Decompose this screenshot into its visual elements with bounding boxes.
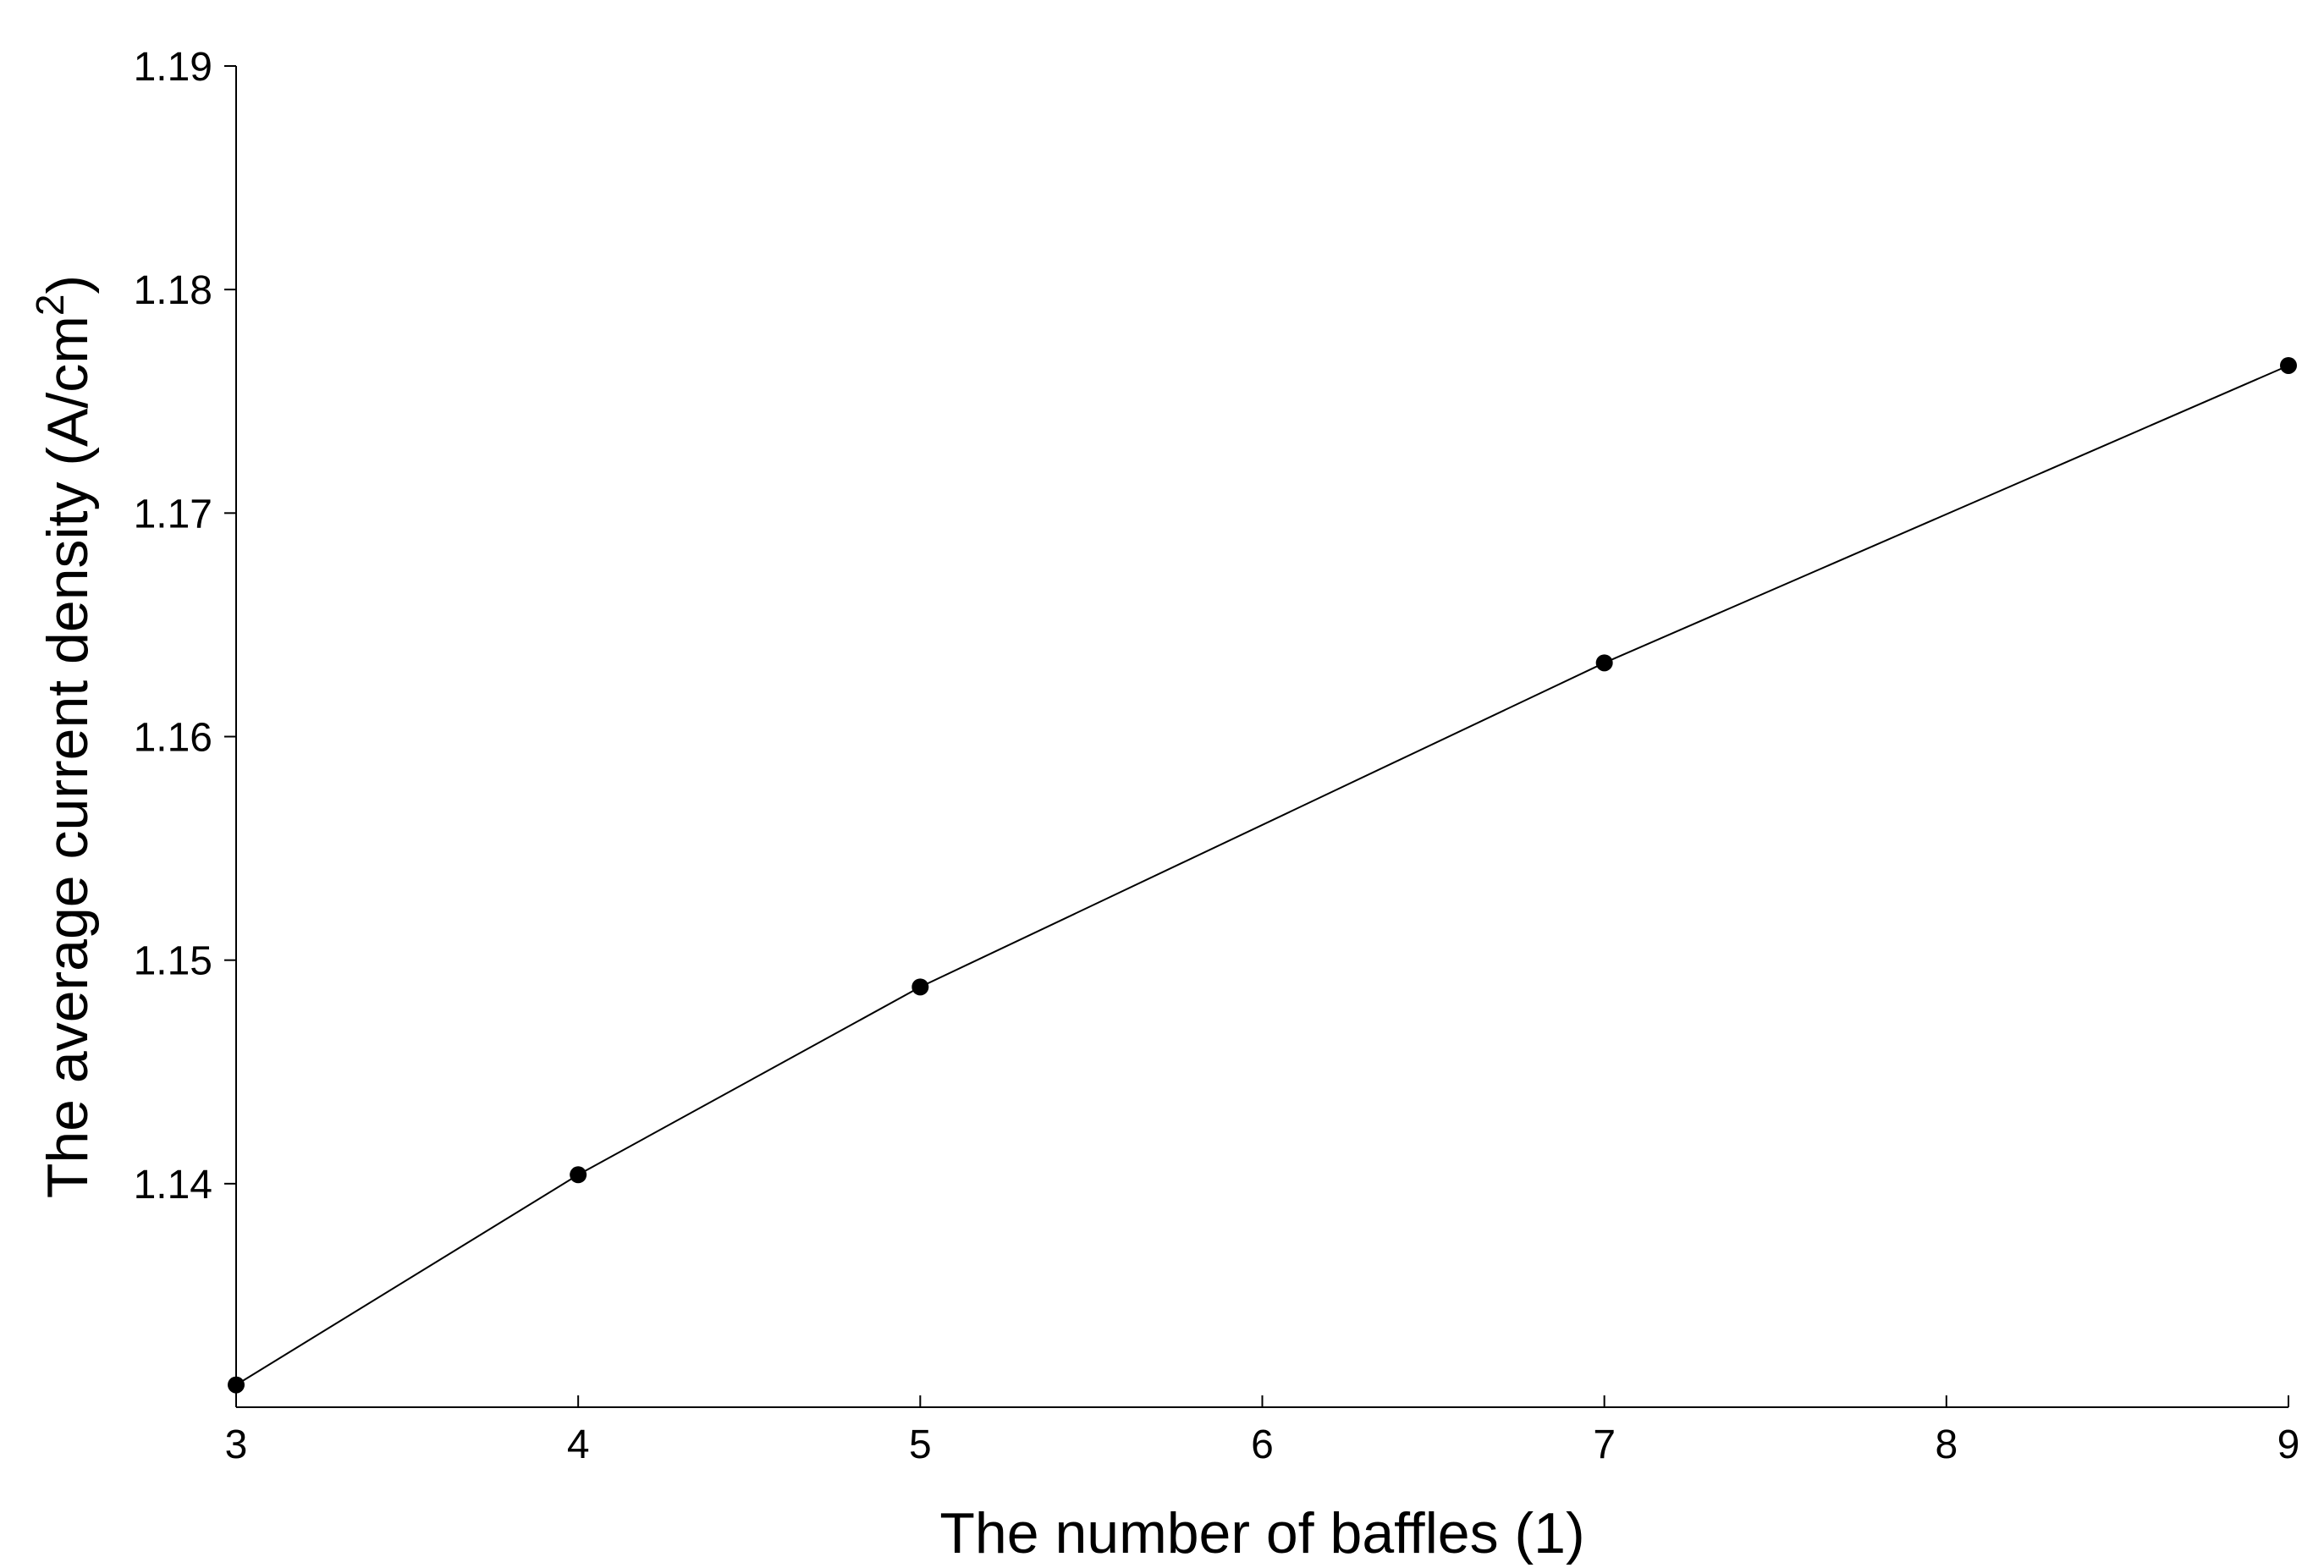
ticks: 3 4 5 6 7 8 9 1.14 1.15 1.16 1.17 1.18 1.19 (134, 45, 2300, 1467)
y-axis-title-superscript: 2 (28, 294, 72, 316)
y-tick-label: 1.17 (134, 492, 212, 536)
data-point (1595, 654, 1613, 672)
y-tick-label: 1.16 (134, 716, 212, 761)
data-point (2280, 356, 2297, 374)
y-tick-label: 1.14 (134, 1163, 212, 1208)
x-tick-label: 9 (2277, 1422, 2300, 1467)
x-axis-title: The number of baffles (1) (939, 1501, 1584, 1565)
x-tick-label: 3 (225, 1422, 248, 1467)
data-point (570, 1166, 587, 1184)
y-axis-title: The average current density (A/cm2) (28, 275, 100, 1198)
series-line (235, 365, 2289, 1386)
y-axis-title-main: The average current density (A/cm (36, 316, 100, 1198)
y-tick-label: 1.18 (134, 268, 212, 313)
y-axis-title-suffix: ) (36, 275, 100, 294)
y-tick-label: 1.19 (134, 45, 212, 90)
x-tick-label: 4 (567, 1422, 590, 1467)
data-point (911, 978, 929, 996)
series (228, 356, 2297, 1394)
x-tick-label: 5 (909, 1422, 932, 1467)
x-tick-label: 8 (1935, 1422, 1958, 1467)
y-tick-label: 1.15 (134, 939, 212, 984)
axes (235, 66, 2288, 1408)
data-point (228, 1376, 245, 1394)
x-tick-label: 6 (1251, 1422, 1274, 1467)
x-tick-label: 7 (1593, 1422, 1616, 1467)
